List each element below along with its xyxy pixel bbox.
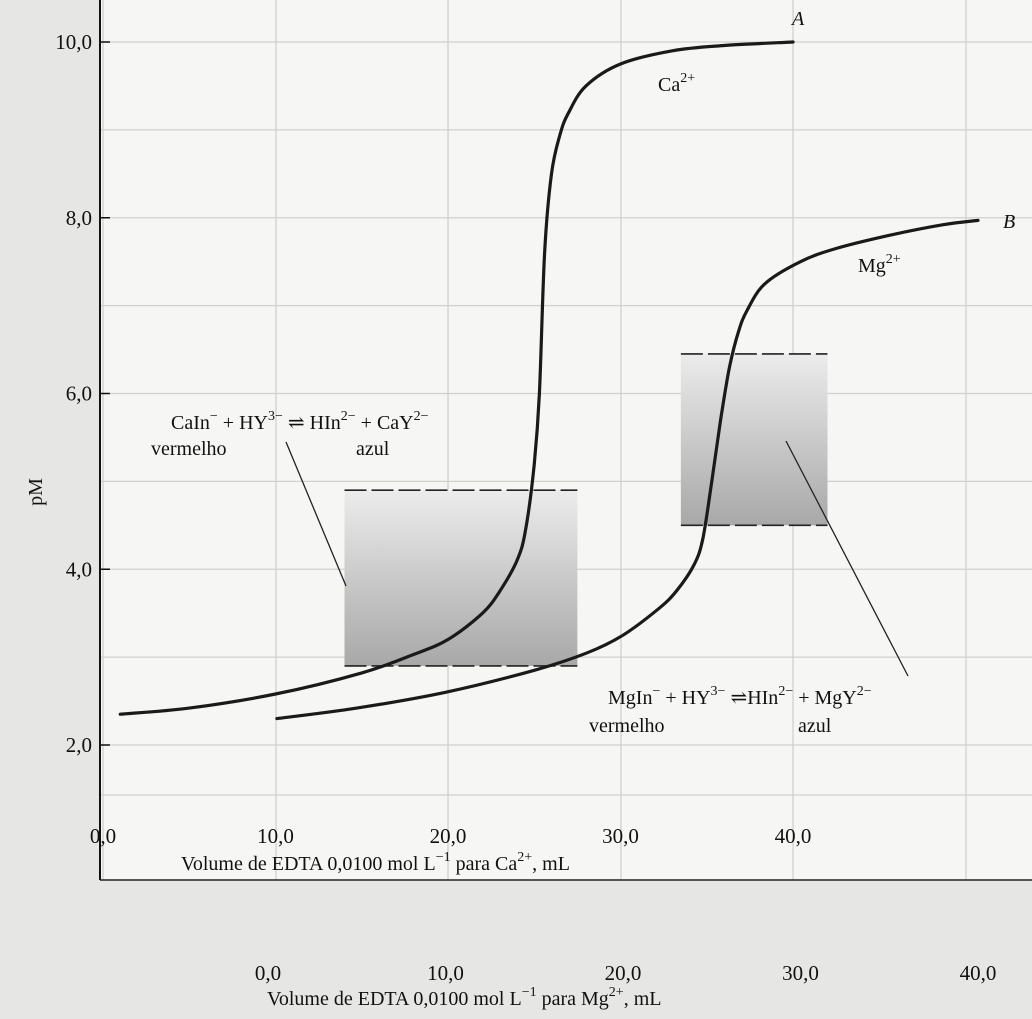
svg-text:MgIn− + HY3− ⇌HIn2− + MgY2−: MgIn− + HY3− ⇌HIn2− + MgY2− (608, 684, 872, 709)
ca-indicator-range-box (344, 490, 578, 666)
ca-red-color-label: vermelho (151, 438, 227, 460)
ca-blue-color-label: azul (356, 438, 390, 460)
series-ca-curve (118, 40, 795, 716)
ca-axis-tick-label-4: 40,0 (775, 824, 812, 848)
mg-axis-tick-label-1: 10,0 (427, 961, 464, 985)
mg-axis-tick-label-4: 40,0 (960, 961, 997, 985)
indicator-ranges (344, 353, 828, 667)
mg-indicator-range-box (680, 353, 828, 526)
ca-axis-tick-label-1: 10,0 (257, 824, 294, 848)
mg-axis-tick-label-2: 20,0 (605, 961, 642, 985)
y-tick-label-1: 4,0 (66, 557, 92, 581)
y-tick-label-0: 2,0 (66, 733, 92, 757)
x-axis-mg-label: Volume de EDTA 0,0100 mol L−1 para Mg2+,… (267, 985, 661, 1010)
series-mg-curve (275, 218, 980, 721)
ca-axis-tick-label-2: 20,0 (430, 824, 467, 848)
svg-text:CaIn− + HY3− ⇌ HIn2− + CaY2−: CaIn− + HY3− ⇌ HIn2− + CaY2− (171, 409, 429, 434)
x-axes: 0,0 10,0 20,0 30,0 40,0 0,0 10,0 20,0 30,0 40,0 (90, 824, 1032, 985)
y-tick-label-2: 6,0 (66, 382, 92, 406)
y-tick-label-3: 8,0 (66, 206, 92, 230)
curve-a-label: A (790, 8, 805, 30)
y-tick-label-4: 10,0 (55, 30, 92, 54)
ca-axis-tick-label-3: 30,0 (602, 824, 639, 848)
mg-red-color-label: vermelho (589, 715, 665, 737)
curve-mg-ion-label: Mg2+ (858, 252, 901, 277)
mg-reaction-annotation: MgIn− + HY3− ⇌HIn2− + MgY2− vermelho azu… (589, 440, 909, 737)
mg-leader-line (785, 440, 909, 677)
curve-b-label: B (1003, 211, 1015, 233)
mg-blue-color-label: azul (798, 715, 832, 737)
plot-area (100, 0, 1032, 880)
mg-axis-tick-label-0: 0,0 (255, 961, 281, 985)
y-axis-label: pM (25, 478, 47, 506)
ca-reaction-annotation: CaIn− + HY3− ⇌ HIn2− + CaY2− vermelho az… (151, 409, 429, 587)
titration-curves (118, 40, 980, 721)
x-axis-ca-label: Volume de EDTA 0,0100 mol L−1 para Ca2+,… (181, 850, 570, 875)
curve-ca-ion-label: Ca2+ (658, 71, 695, 96)
ca-axis-tick-label-0: 0,0 (90, 824, 116, 848)
mg-axis-tick-label-3: 30,0 (782, 961, 819, 985)
y-axis: 2,0 4,0 6,0 8,0 10,0 (55, 0, 110, 880)
ca-leader-line (285, 441, 347, 587)
